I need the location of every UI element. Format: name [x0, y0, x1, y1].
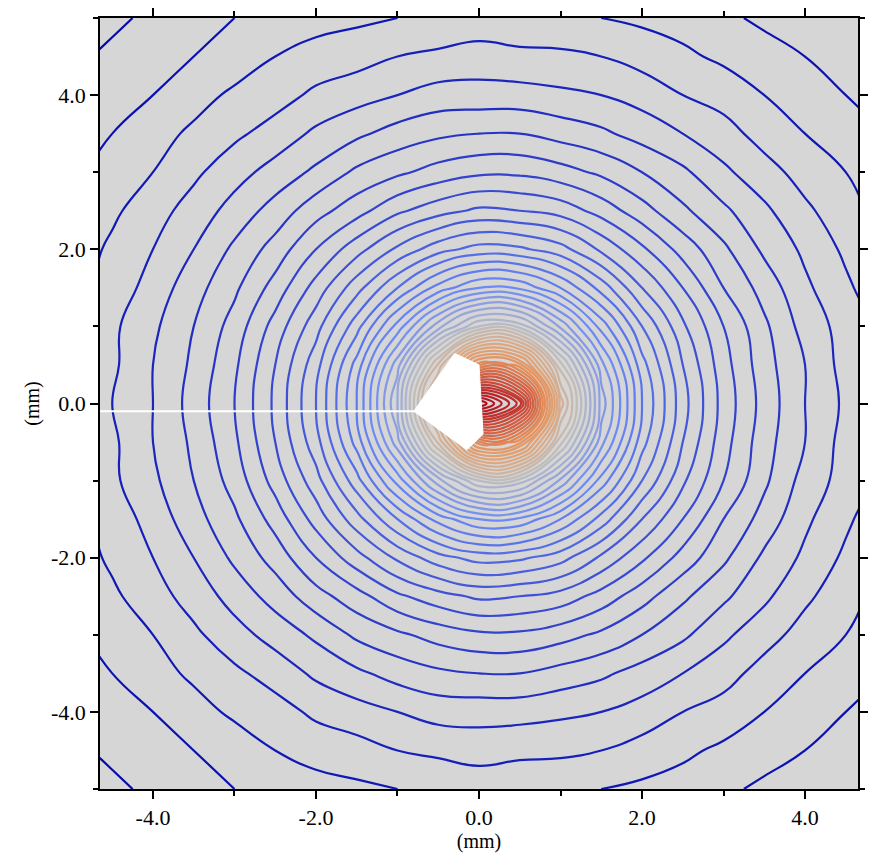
svg-text:-4.0: -4.0 [136, 805, 171, 830]
svg-text:-2.0: -2.0 [51, 545, 86, 570]
svg-text:(mm): (mm) [21, 381, 44, 425]
svg-text:0.0: 0.0 [465, 805, 493, 830]
svg-text:-4.0: -4.0 [51, 700, 86, 725]
svg-text:-2.0: -2.0 [299, 805, 334, 830]
svg-text:4.0: 4.0 [791, 805, 819, 830]
svg-text:4.0: 4.0 [58, 83, 86, 108]
svg-text:0.0: 0.0 [58, 391, 86, 416]
svg-text:2.0: 2.0 [58, 237, 86, 262]
svg-text:2.0: 2.0 [628, 805, 656, 830]
svg-text:(mm): (mm) [457, 830, 501, 853]
